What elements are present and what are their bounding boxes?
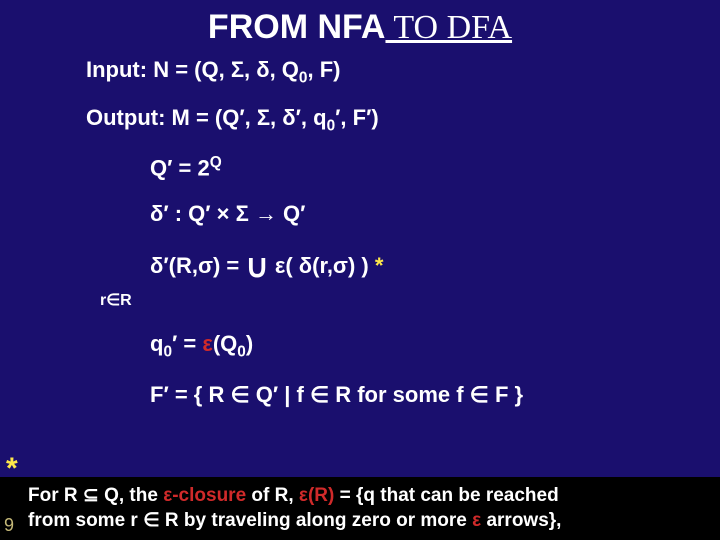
input-text: Input: N = (Q, Σ, δ, Q (86, 57, 299, 82)
q0-mid: ′ = (172, 331, 202, 356)
page-number: 9 (4, 515, 14, 536)
foot-1c: of R, (246, 485, 299, 506)
delta-lhs: δ′(R,σ) = (150, 253, 245, 278)
input-line: Input: N = (Q, Σ, δ, Q0, F) (86, 57, 720, 87)
definitions-block: Q′ = 2Q δ′ : Q′ × Σ → Q′ δ′(R,σ) = ∪ ε( … (150, 154, 720, 408)
delta-type-line: δ′ : Q′ × Σ → Q′ (150, 201, 720, 227)
q0-eps: ε (202, 331, 212, 356)
q0-tail: (Q (213, 331, 237, 356)
output-line: Output: M = (Q′, Σ, δ′, q0′, F′) (86, 105, 720, 135)
qprime-line: Q′ = 2Q (150, 154, 720, 181)
input-tail: , F) (307, 57, 340, 82)
foot-2c: arrows}, (481, 510, 561, 531)
delta-rhs: ε( δ(r,σ) ) (269, 253, 375, 278)
slide-title: FROM NFA TO DFA (0, 0, 720, 57)
foot-2b: ε (472, 510, 481, 531)
output-tail: ′, F′) (335, 105, 379, 130)
foot-2a: from some r ∈ R by traveling along zero … (28, 510, 472, 531)
qprime-sup: Q (210, 154, 222, 171)
union-symbol: ∪ (245, 247, 268, 285)
foot-1b: ε-closure (163, 485, 246, 506)
delta-def-line: δ′(R,σ) = ∪ ε( δ(r,σ) ) * r∈R (150, 247, 720, 311)
footnote: For R ⊆ Q, the ε-closure of R, ε(R) = {q… (0, 477, 720, 540)
q0-line: q0′ = ε(Q0) (150, 331, 720, 361)
fprime-line: F′ = { R ∈ Q′ | f ∈ R for some f ∈ F } (150, 382, 720, 408)
q0-lhs: q (150, 331, 163, 356)
output-sub: 0 (327, 118, 336, 135)
q0-sub2: 0 (237, 344, 246, 361)
title-part2: TO DFA (385, 9, 512, 46)
qprime-text: Q′ = 2 (150, 155, 210, 180)
io-block: Input: N = (Q, Σ, δ, Q0, F) Output: M = … (86, 57, 720, 136)
q0-sub: 0 (163, 344, 172, 361)
union-subscript: r∈R (100, 290, 132, 310)
title-part1: FROM NFA (208, 8, 386, 46)
foot-1e: = {q that can be reached (334, 485, 558, 506)
q0-close: ) (246, 331, 253, 356)
foot-1d: ε(R) (299, 485, 334, 506)
output-text: Output: M = (Q′, Σ, δ′, q (86, 105, 327, 130)
star-marker: * (375, 253, 384, 278)
foot-1a: For R ⊆ Q, the (28, 485, 163, 506)
